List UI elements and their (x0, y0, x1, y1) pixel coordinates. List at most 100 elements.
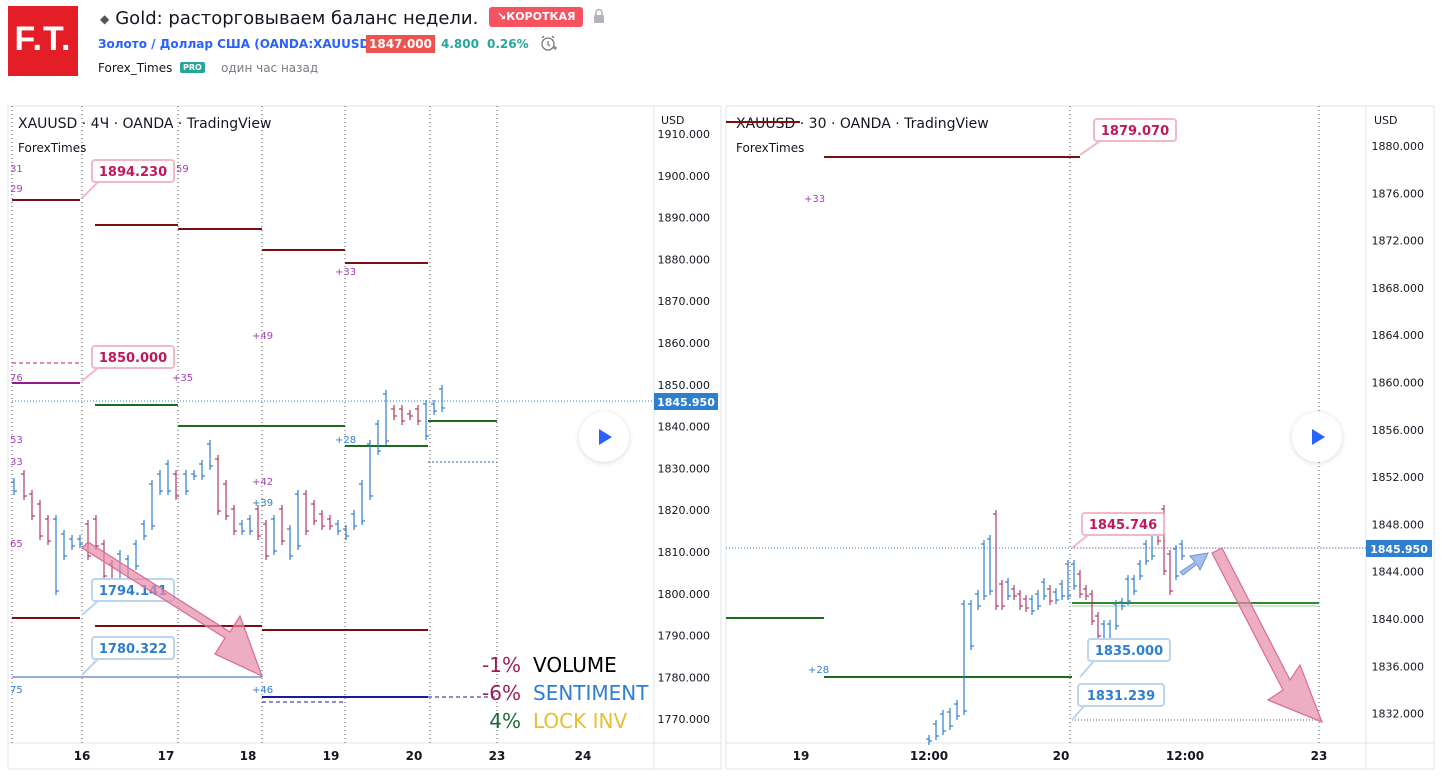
left-marker-label: +49 (252, 331, 273, 342)
right-price-tick: 1856.000 (1372, 424, 1425, 437)
right-callout-pointer (1071, 705, 1085, 721)
left-time-tick: 18 (240, 749, 257, 763)
right-time-tick: 12:00 (1166, 749, 1204, 763)
left-price-tick: 1890.000 (658, 212, 711, 225)
right-callout-1845-box (1081, 512, 1165, 536)
left-callout-1780-box (91, 636, 175, 660)
left-callout-1894-box (91, 159, 175, 183)
left-stat-percent: -6% (482, 681, 521, 705)
left-price-tick: 1780.000 (658, 671, 711, 684)
left-marker-label: 29 (10, 184, 23, 195)
left-chart-watermark: ForexTimes (18, 141, 86, 155)
brand-logo: F.T. (8, 6, 78, 76)
right-current-price: 1845.950 (1370, 543, 1428, 556)
left-price-tick: 1810.000 (658, 546, 711, 559)
right-price-tick: 1880.000 (1372, 140, 1425, 153)
left-marker-label: +28 (335, 435, 356, 446)
right-callout-1831-box (1077, 683, 1165, 707)
left-price-tick: 1840.000 (658, 421, 711, 434)
left-callout-1850: 1850.000 (99, 351, 167, 366)
play-icon (599, 429, 612, 445)
short-badge: ↘КОРОТКАЯ (489, 7, 584, 27)
right-chart-watermark: ForexTimes (736, 141, 804, 155)
right-price-tick: 1844.000 (1372, 566, 1425, 579)
left-price-tick: 1870.000 (658, 295, 711, 308)
right-chart-frame (725, 105, 1435, 770)
left-callout-1850-box (91, 345, 175, 369)
right-price-tick: 1836.000 (1372, 660, 1425, 673)
right-time-tick: 12:00 (910, 749, 948, 763)
left-stat-label: SENTIMENT (533, 681, 649, 705)
left-price-tick: 1820.000 (658, 504, 711, 517)
left-marker-label: +42 (252, 477, 273, 488)
right-time-tick: 19 (793, 749, 810, 763)
left-price-tick: 1900.000 (658, 170, 711, 183)
play-replay-button-right[interactable] (1292, 412, 1342, 462)
right-bearish-arrow (1211, 547, 1324, 724)
left-callout-pointer (81, 600, 99, 616)
left-currency-label: USD (661, 114, 685, 127)
right-marker-label: +33 (804, 194, 825, 205)
right-price-tick: 1872.000 (1372, 235, 1425, 248)
right-callout-1835-box (1087, 638, 1171, 662)
left-stat-percent: -1% (482, 653, 521, 677)
left-marker-label: 65 (10, 539, 23, 550)
play-replay-button[interactable] (579, 412, 629, 462)
left-price-tick: 1880.000 (658, 253, 711, 266)
right-callout-1879: 1879.070 (1101, 124, 1169, 139)
left-marker-label: 59 (176, 164, 189, 175)
left-chart-legend: XAUUSD · 4Ч · OANDA · TradingView (18, 116, 271, 132)
left-marker-label: +46 (252, 685, 273, 696)
author-name[interactable]: Forex_Times (98, 61, 173, 75)
left-stat-percent: 4% (489, 709, 521, 733)
left-price-tick: 1910.000 (658, 128, 711, 141)
right-price-tick: 1868.000 (1372, 282, 1425, 295)
left-time-tick: 19 (323, 749, 340, 763)
left-marker-label: +33 (335, 267, 356, 278)
left-callout-pointer (81, 367, 99, 382)
right-price-tick: 1852.000 (1372, 471, 1425, 484)
left-callout-pointer (81, 181, 99, 199)
left-current-price-box (654, 393, 718, 410)
published-time: один час назад (221, 61, 319, 75)
left-time-tick: 16 (74, 749, 91, 763)
left-time-tick: 24 (575, 749, 592, 763)
left-callout-1894: 1894.230 (99, 165, 167, 180)
diamond-icon: ◆ (100, 11, 110, 26)
play-icon (1312, 429, 1325, 445)
right-currency-label: USD (1374, 114, 1398, 127)
right-callout-1845: 1845.746 (1089, 518, 1157, 533)
left-callout-1780: 1780.322 (99, 642, 167, 657)
left-current-price: 1845.950 (657, 396, 715, 409)
left-marker-label: 33 (10, 457, 23, 468)
left-marker-label: +35 (172, 373, 193, 384)
price-change-percent: 0.26% (487, 37, 529, 51)
price-change: 4.800 (441, 37, 479, 51)
left-marker-label: 75 (10, 685, 23, 696)
left-time-tick: 20 (406, 749, 423, 763)
left-price-tick: 1770.000 (658, 713, 711, 726)
symbol-link[interactable]: Золото / Доллар США (OANDA:XAUUSD) (98, 37, 375, 51)
right-price-tick: 1860.000 (1372, 377, 1425, 390)
right-price-tick: 1876.000 (1372, 187, 1425, 200)
left-price-tick: 1830.000 (658, 462, 711, 475)
left-price-tick: 1800.000 (658, 588, 711, 601)
right-callout-pointer (1071, 534, 1089, 549)
right-price-tick: 1848.000 (1372, 518, 1425, 531)
left-marker-label: 53 (10, 435, 23, 446)
idea-title-text: Gold: расторговываем баланс недели. (115, 8, 479, 29)
idea-title: ◆ Gold: расторговываем баланс недели. (100, 8, 478, 29)
left-marker-label: 31 (10, 164, 23, 175)
pro-badge: PRO (180, 62, 205, 73)
left-marker-label: +39 (252, 498, 273, 509)
left-chart-frame (7, 105, 722, 770)
left-marker-label: 76 (10, 373, 23, 384)
left-stat-label: LOCK INV (533, 709, 627, 733)
right-callout-1831: 1831.239 (1087, 689, 1155, 704)
lock-icon (594, 8, 604, 23)
left-price-tick: 1790.000 (658, 630, 711, 643)
left-time-tick: 23 (489, 749, 506, 763)
alarm-clock-icon[interactable] (539, 34, 557, 52)
right-callout-pointer (1079, 140, 1101, 156)
